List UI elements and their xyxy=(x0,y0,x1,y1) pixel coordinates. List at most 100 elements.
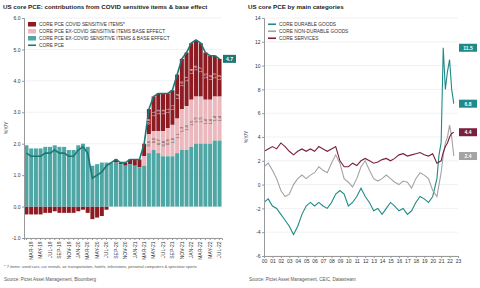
bar xyxy=(185,53,189,106)
x-tick-mark xyxy=(125,238,126,240)
bar xyxy=(81,207,85,210)
y-tick-label: 4.0 xyxy=(14,78,21,84)
x-tick: 13 xyxy=(371,256,377,264)
x-tick-label: 03 xyxy=(287,258,293,264)
data-label: 1.7 xyxy=(198,66,203,72)
chart-title: US core PCE by main categories xyxy=(248,3,344,10)
y-tick-mark xyxy=(262,18,264,19)
y-tick-mark xyxy=(262,113,264,114)
x-tick xyxy=(35,238,36,240)
x-tick xyxy=(111,238,112,240)
y-tick-label: 1.0 xyxy=(14,172,21,178)
x-tick: JUL-21 xyxy=(160,238,166,258)
bar xyxy=(57,207,61,213)
x-tick: MAR-19 xyxy=(28,238,34,260)
x-tick xyxy=(26,238,27,240)
bar xyxy=(62,147,66,207)
bar xyxy=(29,148,33,206)
legend-swatch xyxy=(28,29,36,34)
bar xyxy=(161,156,165,206)
x-tick: 06 xyxy=(312,256,318,264)
y-tick: -6 xyxy=(256,253,264,259)
y-tick-label: 2 xyxy=(258,158,261,164)
x-tick-label: 13 xyxy=(371,258,377,264)
x-tick: JAN-22 xyxy=(188,238,194,258)
grid-line xyxy=(24,18,222,19)
x-tick: SEP-19 xyxy=(56,238,62,259)
x-tick: 19 xyxy=(422,256,428,264)
x-tick-label: NOV-20 xyxy=(122,241,128,259)
x-tick-label: SEP-21 xyxy=(169,241,175,258)
bar xyxy=(185,106,189,150)
bar xyxy=(72,150,76,207)
y-tick-label: 3.0 xyxy=(14,109,21,115)
chart-title: US core PCE: contributions from COVID se… xyxy=(3,3,207,10)
x-tick xyxy=(186,238,187,240)
x-tick: 00 xyxy=(262,256,268,264)
y-tick-mark xyxy=(22,207,24,208)
x-tick: 22 xyxy=(447,256,453,264)
bar xyxy=(53,207,57,212)
line xyxy=(264,125,454,196)
grid xyxy=(24,18,222,238)
x-tick: 04 xyxy=(295,256,301,264)
x-tick xyxy=(205,238,206,240)
bar xyxy=(185,150,189,207)
x-tick: JUL-19 xyxy=(47,238,53,258)
x-tick: 07 xyxy=(321,256,327,264)
x-tick: 01 xyxy=(270,256,276,264)
end-label-box xyxy=(459,100,477,108)
bar xyxy=(199,144,203,207)
x-tick-label: 10 xyxy=(346,258,352,264)
x-tick-mark xyxy=(35,238,36,240)
x-tick-mark xyxy=(64,238,65,240)
legend-label: CORE PCE xyxy=(39,43,64,48)
x-tick-label: 19 xyxy=(422,258,428,264)
x-tick-mark xyxy=(153,238,154,240)
x-tick xyxy=(195,238,196,240)
x-tick-mark xyxy=(31,238,32,240)
bar xyxy=(34,148,38,206)
legend: CORE DURABLE GOODSCORE NON-DURABLE GOODS… xyxy=(268,22,348,41)
x-tick-label: JUL-22 xyxy=(216,241,222,257)
line xyxy=(26,40,219,178)
x-tick xyxy=(167,238,168,240)
x-tick: 11 xyxy=(355,256,360,264)
chart-canvas: US core PCE: contributions from COVID se… xyxy=(0,0,480,288)
grid-line xyxy=(264,18,458,19)
x-tick-mark xyxy=(195,238,196,240)
x-tick-label: 18 xyxy=(414,258,420,264)
legend-label: CORE SERVICES xyxy=(279,36,318,41)
y-tick-mark xyxy=(262,137,264,138)
bar xyxy=(213,141,217,207)
y-tick-label: -4 xyxy=(256,229,261,235)
x-tick: 16 xyxy=(397,256,403,264)
bar xyxy=(180,150,184,207)
bar xyxy=(180,59,184,109)
bar xyxy=(175,153,179,206)
y-tick-mark xyxy=(22,175,24,176)
bar xyxy=(170,125,174,156)
bar xyxy=(100,207,104,216)
x-tick-label: 22 xyxy=(447,258,453,264)
y-tick-label: 4 xyxy=(258,134,261,140)
grid-line xyxy=(264,65,458,66)
bar xyxy=(57,147,61,207)
x-tick-label: SEP-19 xyxy=(56,241,62,258)
data-label: 1.4 xyxy=(175,93,180,99)
x-tick xyxy=(54,238,55,240)
y-tick: -2 xyxy=(256,206,264,212)
y-tick-mark xyxy=(22,18,24,19)
x-tick: MAY-21 xyxy=(150,238,156,259)
plot-area xyxy=(24,40,221,219)
x-tick xyxy=(82,238,83,240)
x-tick: 17 xyxy=(405,256,411,264)
y-tick: 0 xyxy=(258,182,264,188)
y-tick-mark xyxy=(22,81,24,82)
y-tick-label: 6 xyxy=(258,110,261,116)
bar xyxy=(123,166,127,207)
grid-line xyxy=(264,137,458,138)
y-tick: 14 xyxy=(255,15,264,21)
end-label-box xyxy=(459,152,477,160)
bar xyxy=(218,97,222,141)
